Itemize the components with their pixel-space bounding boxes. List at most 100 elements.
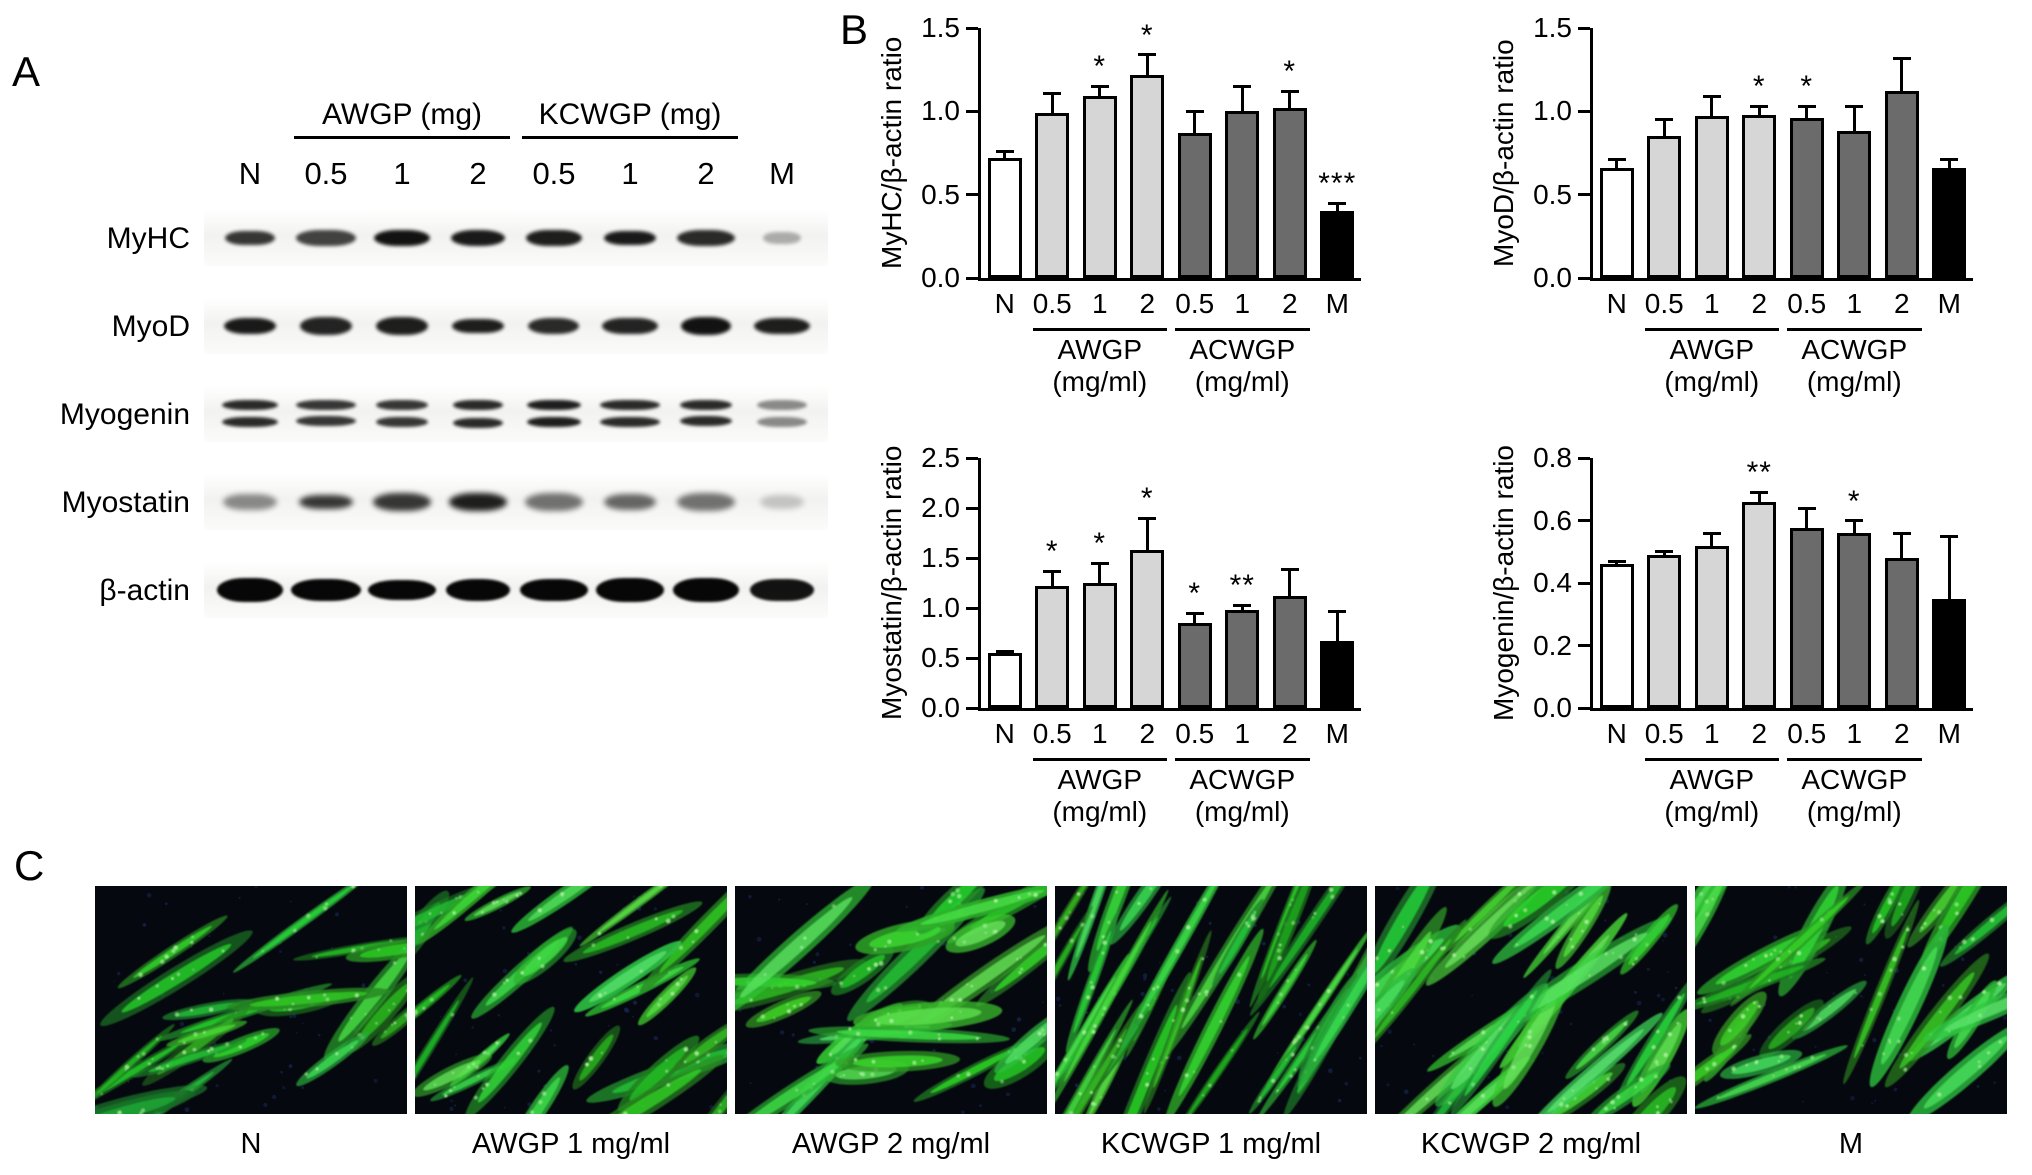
significance-marker: * bbox=[1800, 70, 1814, 104]
bar bbox=[1837, 131, 1872, 278]
x-tick-label: N bbox=[1606, 718, 1627, 749]
micrograph-image bbox=[1055, 886, 1367, 1114]
blot-band bbox=[452, 318, 504, 334]
blot-band bbox=[750, 578, 814, 602]
x-tick-label: 0.5 bbox=[1644, 288, 1684, 319]
error-bar-cap bbox=[1328, 609, 1347, 613]
group-label: AWGP bbox=[1057, 764, 1143, 795]
blot-band bbox=[298, 494, 354, 510]
error-bar-cap bbox=[1233, 84, 1252, 88]
group-label: ACWGP bbox=[1189, 334, 1296, 365]
bar-chart-myogenin: Myogenin/β-actin ratio 0.0 0.2 0.4 0.6 0.8 N 0.… bbox=[1480, 438, 2032, 858]
group-sublabel: (mg/ml) bbox=[1664, 796, 1760, 827]
error-bar bbox=[1947, 159, 1951, 168]
error-bar-cap bbox=[1607, 559, 1626, 563]
blot-band bbox=[217, 577, 283, 602]
x-tick-label: 0.5 bbox=[1032, 288, 1072, 319]
micrograph: AWGP 1 mg/ml bbox=[415, 886, 727, 1161]
y-tick-label: 2.0 bbox=[921, 492, 960, 523]
error-bar bbox=[1335, 203, 1339, 212]
blot-band bbox=[679, 400, 733, 410]
error-bar-cap bbox=[1797, 506, 1816, 510]
bar bbox=[1789, 528, 1824, 708]
group-line bbox=[1175, 758, 1310, 761]
significance-marker: ** bbox=[1746, 456, 1772, 490]
x-tick-label: 0.5 bbox=[1175, 288, 1215, 319]
bar bbox=[1177, 623, 1212, 708]
western-blot: AWGP (mg) KCWGP (mg) N 0.5 1 2 0.5 1 2 M MyHC MyoD M… bbox=[12, 40, 840, 660]
blot-row-label: Myogenin bbox=[59, 398, 190, 431]
blot-band bbox=[524, 493, 584, 511]
error-bar-cap bbox=[1797, 104, 1816, 108]
group-label: ACWGP bbox=[1801, 334, 1908, 365]
y-axis-label: MyHC/β-actin ratio bbox=[876, 36, 907, 270]
error-bar-cap bbox=[1607, 158, 1626, 162]
x-tick-label: 2 bbox=[1139, 718, 1156, 749]
error-bar bbox=[1193, 613, 1197, 623]
panel-c-micrographs: C N AWGP 1 mg/ml AWGP 2 mg/ml KCWGP 1 mg/ml… bbox=[0, 842, 2032, 1175]
error-bar bbox=[1050, 571, 1054, 586]
bar bbox=[1320, 211, 1355, 278]
bar bbox=[1647, 554, 1682, 708]
blot-strip bbox=[204, 562, 828, 618]
x-tick-label: 2 bbox=[1281, 288, 1298, 319]
group-sublabel: (mg/ml) bbox=[1806, 366, 1902, 397]
panel-a-western-blot: A AWGP (mg) KCWGP (mg) N 0.5 1 2 0.5 1 2 M MyHC Myo… bbox=[12, 40, 840, 660]
x-tick-label: 0.5 bbox=[1032, 718, 1072, 749]
error-bar-cap bbox=[1090, 84, 1109, 88]
significance-marker: * bbox=[1847, 484, 1861, 518]
bar bbox=[1789, 118, 1824, 278]
error-bar bbox=[1615, 561, 1619, 565]
x-tick-label: 2 bbox=[1893, 288, 1910, 319]
blot-band bbox=[221, 400, 279, 410]
group-sublabel: (mg/ml) bbox=[1664, 366, 1760, 397]
bar bbox=[1742, 114, 1777, 278]
x-tick-label: 1 bbox=[1091, 288, 1108, 319]
error-bar-cap bbox=[1940, 534, 1959, 538]
blot-band bbox=[367, 580, 437, 600]
blot-band bbox=[221, 417, 279, 428]
x-tick-label: N bbox=[994, 288, 1015, 319]
error-bar-cap bbox=[1185, 109, 1204, 113]
x-tick-label: M bbox=[1937, 718, 1961, 749]
bar bbox=[1225, 111, 1260, 278]
bar-chart-myostatin: Myostatin/β-actin ratio 0.0 0.5 1.0 1.5 2.0 2.… bbox=[868, 438, 1428, 858]
blot-lane-label: N bbox=[238, 156, 262, 191]
blot-band bbox=[290, 578, 362, 602]
error-bar bbox=[1240, 605, 1244, 610]
blot-row-label: MyoD bbox=[111, 310, 190, 343]
blot-band bbox=[295, 229, 357, 247]
error-bar-cap bbox=[1845, 104, 1864, 108]
group-line bbox=[1032, 758, 1167, 761]
blot-band bbox=[296, 400, 356, 410]
error-bar bbox=[1335, 611, 1339, 641]
blot-lane-label: 0.5 bbox=[304, 156, 348, 191]
y-tick-label: 0.0 bbox=[1533, 692, 1572, 723]
blot-lane-label: 2 bbox=[469, 156, 487, 191]
blot-band bbox=[225, 230, 275, 246]
error-bar bbox=[1852, 106, 1856, 132]
error-bar-cap bbox=[1892, 531, 1911, 535]
significance-marker: * bbox=[1752, 70, 1766, 104]
y-tick-mark bbox=[966, 556, 978, 560]
error-bar bbox=[1757, 106, 1761, 115]
error-bar-cap bbox=[1280, 89, 1299, 93]
error-bar-cap bbox=[1655, 550, 1674, 554]
blot-lane-label: 1 bbox=[621, 156, 639, 191]
micrograph-label: KCWGP 2 mg/ml bbox=[1420, 1128, 1642, 1160]
error-bar bbox=[1710, 96, 1714, 117]
x-tick-label: M bbox=[1937, 288, 1961, 319]
bar bbox=[1932, 598, 1967, 708]
x-tick-label: 1 bbox=[1234, 718, 1251, 749]
x-tick-label: 1 bbox=[1846, 288, 1863, 319]
blot-band bbox=[673, 578, 739, 602]
group-label: AWGP bbox=[1669, 334, 1755, 365]
y-tick-label: 1.5 bbox=[1533, 12, 1572, 43]
error-bar-cap bbox=[1233, 603, 1252, 607]
y-tick-mark bbox=[966, 276, 978, 280]
blot-band bbox=[603, 493, 657, 511]
error-bar-cap bbox=[1655, 118, 1674, 122]
error-bar bbox=[1662, 551, 1666, 555]
error-bar-cap bbox=[1090, 561, 1109, 565]
